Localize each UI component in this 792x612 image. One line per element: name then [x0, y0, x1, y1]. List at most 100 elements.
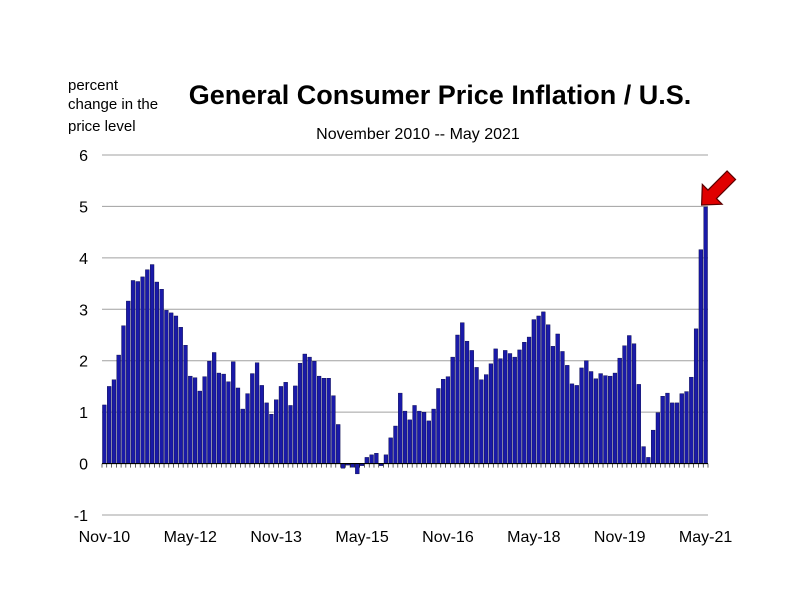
bar	[297, 363, 303, 464]
bar	[436, 388, 441, 464]
bar	[421, 411, 427, 464]
bar	[216, 372, 222, 464]
bar	[402, 410, 408, 464]
x-tick-label: May-18	[507, 529, 560, 546]
bar	[307, 356, 312, 464]
x-tick-label: Nov-19	[594, 529, 646, 546]
bar	[178, 327, 183, 464]
bar	[484, 374, 489, 464]
bar	[369, 454, 374, 464]
bar	[660, 396, 665, 464]
bar	[651, 429, 656, 464]
bar	[355, 463, 360, 475]
bar	[145, 269, 150, 464]
bar	[212, 352, 217, 464]
bar	[288, 405, 293, 464]
bar	[546, 324, 551, 464]
bar	[245, 393, 250, 464]
y-tick-label: 2	[79, 354, 88, 371]
bar	[164, 310, 169, 464]
bar	[512, 356, 517, 464]
bar	[445, 376, 451, 464]
bar	[173, 315, 179, 464]
bar	[226, 381, 231, 464]
bar	[293, 385, 298, 464]
bar	[689, 376, 694, 464]
bar	[646, 457, 651, 464]
bar	[593, 378, 598, 464]
y-tick-label: 0	[79, 457, 88, 474]
bar	[431, 408, 436, 464]
bar	[426, 420, 431, 464]
bar	[111, 379, 117, 464]
y-tick-labels: -1 0 1 2 3 4 5 6	[74, 148, 88, 525]
bar	[627, 335, 632, 464]
bar	[674, 402, 680, 464]
bar	[116, 354, 121, 464]
bar	[536, 315, 541, 464]
bar	[149, 264, 155, 464]
bar	[398, 392, 403, 464]
chart-title: General Consumer Price Inflation / U.S.	[189, 80, 692, 110]
bar	[641, 446, 646, 464]
bar	[603, 375, 608, 464]
bar	[383, 454, 389, 464]
x-tick-label: Nov-10	[79, 529, 131, 546]
y-tick-label: 6	[79, 148, 88, 165]
y-tick-label: 3	[79, 302, 88, 319]
bar	[336, 424, 341, 464]
bar	[283, 382, 288, 464]
y-tick-label: 5	[79, 199, 88, 216]
bar	[188, 375, 193, 464]
bar	[555, 333, 560, 464]
bar	[474, 367, 479, 464]
y-tick-label: -1	[74, 508, 88, 525]
bar	[135, 281, 140, 464]
bar	[326, 378, 331, 464]
highlight-arrow	[700, 170, 737, 206]
bar	[126, 300, 131, 464]
bar	[469, 350, 474, 464]
bar	[231, 361, 236, 464]
bar	[617, 357, 622, 464]
y-axis-label-line-2: change in the	[68, 96, 158, 113]
bar	[202, 376, 207, 464]
bar	[393, 425, 398, 464]
bar	[450, 356, 455, 464]
bar	[107, 386, 112, 464]
bar	[584, 360, 589, 464]
bar	[259, 385, 264, 464]
bar	[130, 280, 136, 464]
bar	[264, 402, 269, 464]
bar	[608, 375, 613, 464]
bar	[503, 350, 508, 464]
bar	[679, 393, 684, 464]
bar	[121, 325, 126, 464]
bar	[154, 281, 159, 464]
bar	[207, 361, 212, 464]
bar	[698, 249, 703, 464]
bar	[612, 372, 618, 464]
chart-subtitle: November 2010 -- May 2021	[316, 126, 520, 143]
bar	[388, 437, 393, 464]
y-axis-label-line-1: percent	[68, 77, 119, 94]
bar	[455, 334, 460, 464]
bar	[588, 371, 594, 464]
bar	[522, 342, 527, 464]
bar	[670, 402, 675, 464]
bar	[412, 405, 417, 464]
bar	[221, 373, 226, 464]
x-tick-label: May-12	[164, 529, 217, 546]
arrow-icon	[700, 170, 737, 206]
bar	[631, 343, 637, 464]
y-axis-label-line-3: price level	[68, 118, 136, 135]
bar	[464, 340, 470, 464]
bar	[274, 399, 279, 464]
bar	[235, 387, 241, 464]
bar	[569, 383, 575, 464]
bar	[140, 276, 145, 464]
bar	[302, 353, 307, 464]
x-tick-label: May-21	[679, 529, 732, 546]
bar	[364, 457, 369, 464]
axes	[101, 462, 709, 468]
